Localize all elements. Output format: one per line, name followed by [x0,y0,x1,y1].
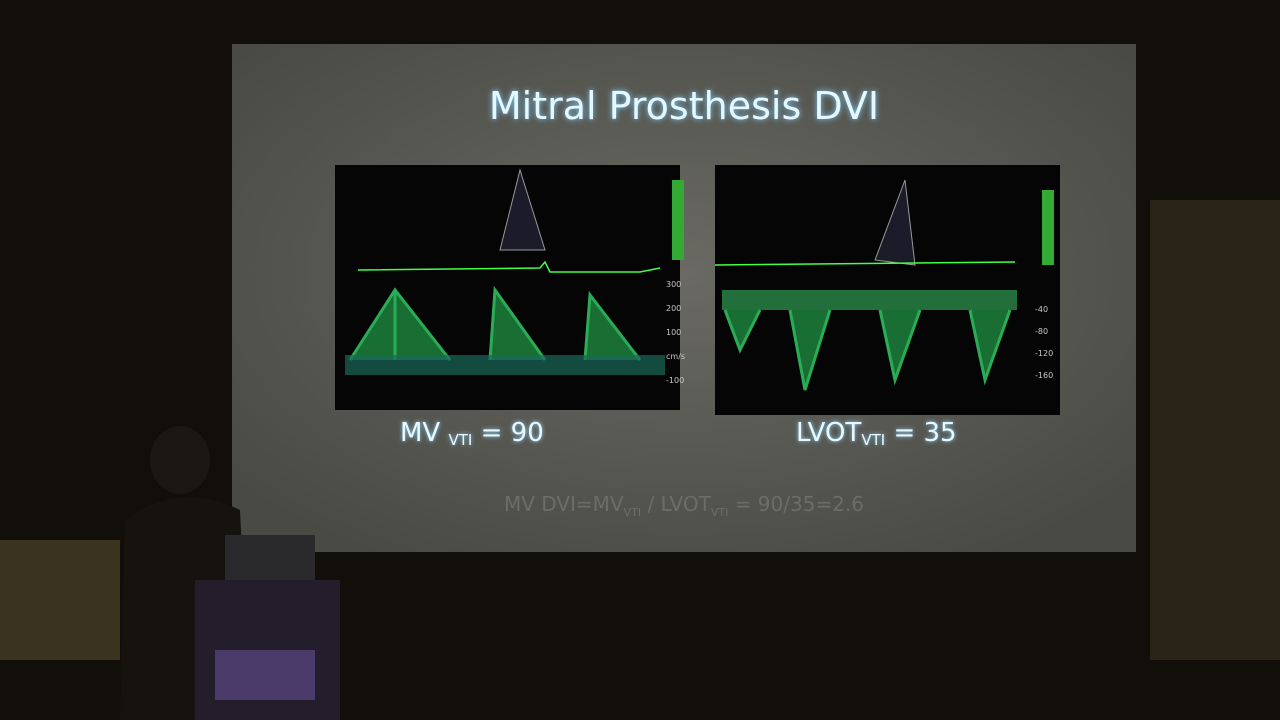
scale-label: -100 [666,376,685,385]
doppler-baseline [722,290,1017,310]
scale-label: 200 [666,304,682,313]
label-sub: VTI [861,431,886,449]
lvot-label: LVOTVTI = 35 [796,418,957,449]
scale-label: -160 [1035,371,1054,380]
echo-sector [499,168,546,251]
ecg [714,261,1016,266]
formula-sub: VTI [623,506,642,519]
formula-part: / LVOT [647,492,711,516]
podium-logo [215,650,315,700]
scale-label: 100 [666,328,682,337]
formula-sub: VTI [710,506,729,519]
formula: MV DVI=MVVTI / LVOTVTI = 90/35=2.6 [232,492,1136,519]
mv-label: MV VTI = 90 [400,418,544,449]
wall-panel [0,540,120,660]
formula-part: MV DVI=MV [503,492,624,516]
presenter-head [150,426,210,494]
color-bar [672,180,684,260]
scale-label: cm/s [666,352,686,361]
ecg [357,260,661,273]
scale-label: -120 [1035,349,1054,358]
label-main: MV [400,418,441,448]
label-value: = 90 [480,418,544,448]
label-main: LVOT [796,418,862,448]
doppler-wave [723,309,1012,391]
laptop [225,535,315,585]
label-sub: VTI [448,431,473,449]
label-value: = 35 [893,418,957,448]
slide-title: Mitral Prosthesis DVI [488,84,880,128]
doppler-wave [348,285,642,361]
formula-part: = 90/35=2.6 [734,492,864,516]
scale-label: 300 [666,280,682,289]
wall-panel [1150,200,1280,660]
color-bar [1042,190,1054,265]
doppler-baseline [345,355,665,375]
scale-label: -80 [1035,327,1049,336]
scale-label: -40 [1035,305,1049,314]
